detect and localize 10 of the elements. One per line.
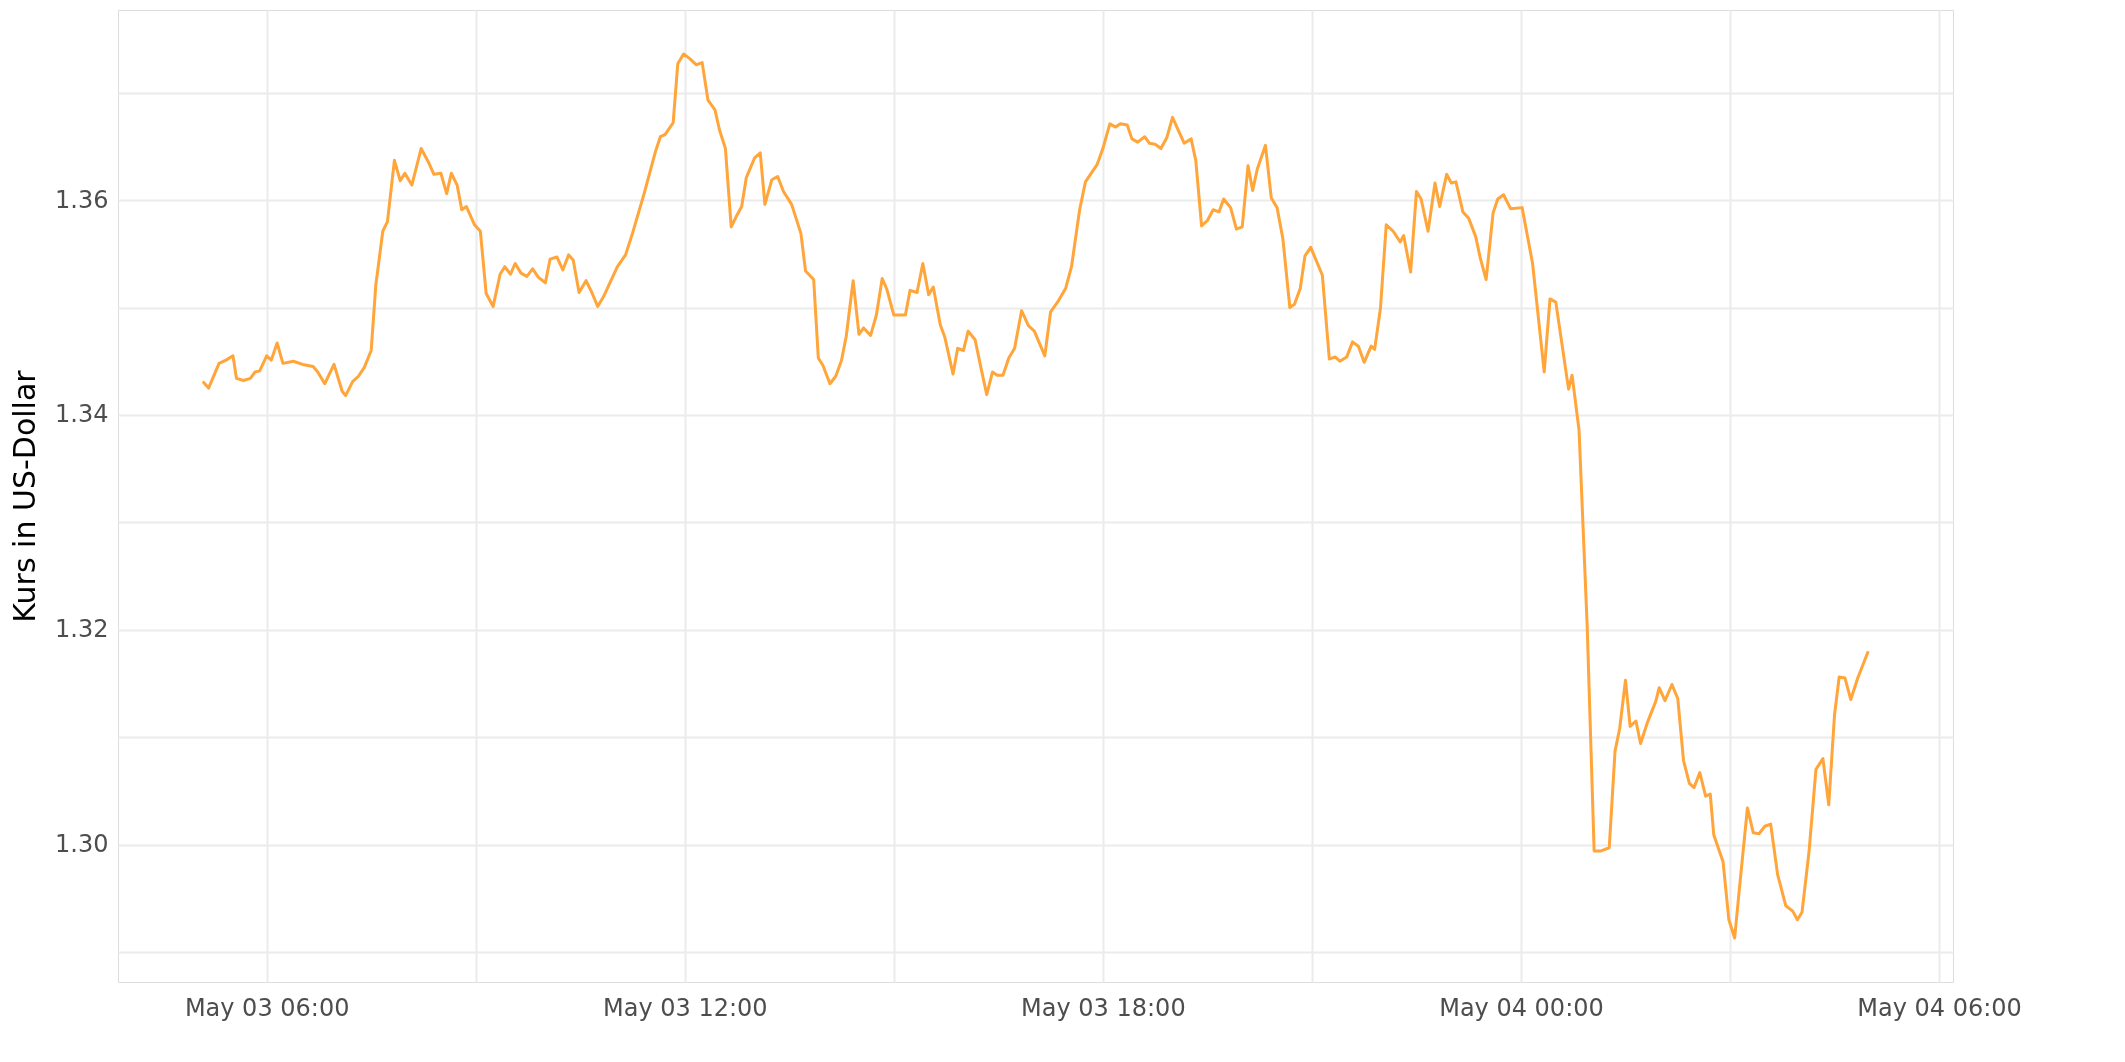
- x-tick-label: May 03 06:00: [184, 993, 350, 1022]
- x-tick-label: May 03 12:00: [602, 993, 768, 1022]
- x-tick-label: May 04 00:00: [1439, 993, 1604, 1022]
- y-tick-label: 1.34: [55, 400, 109, 429]
- x-tick-label: May 03 18:00: [1021, 993, 1186, 1022]
- y-tick-label: 1.30: [55, 830, 109, 859]
- y-axis-title: Kurs in US-Dollar: [7, 369, 43, 623]
- x-tick-label: May 04 06:00: [1857, 993, 2022, 1022]
- y-tick-label: 1.36: [55, 185, 109, 214]
- y-tick-label: 1.32: [55, 615, 109, 644]
